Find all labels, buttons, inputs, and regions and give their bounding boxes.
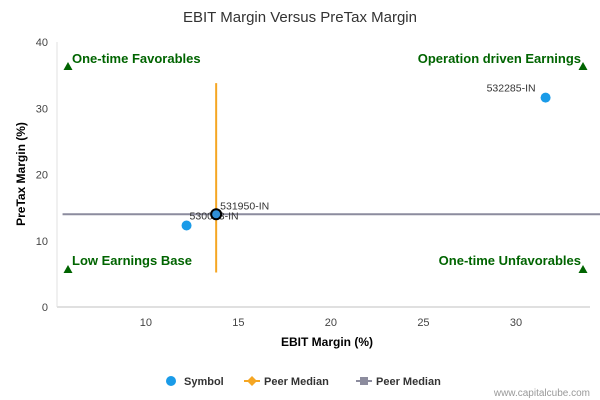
y-tick-label: 30 [36, 103, 48, 115]
data-point-label: 532285-IN [487, 83, 536, 95]
y-tick-label: 10 [36, 236, 48, 248]
y-tick-labels: 0 10 20 30 40 [36, 37, 48, 314]
y-tick-label: 40 [36, 37, 48, 49]
x-tick-label: 25 [417, 317, 429, 329]
data-point-label: 531950-IN [220, 200, 269, 212]
y-tick-label: 20 [36, 170, 48, 182]
legend: Symbol Peer Median Peer Median [166, 376, 441, 388]
quadrant-label-bottom-left: Low Earnings Base [72, 253, 192, 268]
legend-item-label[interactable]: Symbol [184, 376, 224, 388]
legend-diamond-icon [247, 376, 257, 386]
quadrant-label-bottom-right: One-time Unfavorables [439, 253, 581, 268]
quadrant-markers [63, 62, 588, 273]
legend-symbol-icon [166, 376, 176, 386]
x-tick-labels: 10 15 20 25 30 [140, 317, 522, 329]
x-tick-label: 20 [325, 317, 337, 329]
quadrant-marker-bottom-left-icon [63, 265, 73, 273]
y-axis-title: PreTax Margin (%) [14, 122, 28, 226]
x-tick-label: 10 [140, 317, 152, 329]
x-axis-title: EBIT Margin (%) [281, 335, 373, 349]
quadrant-marker-bottom-right-icon [578, 265, 588, 273]
x-tick-label: 30 [510, 317, 522, 329]
data-point[interactable] [540, 92, 551, 103]
chart-title: EBIT Margin Versus PreTax Margin [183, 9, 417, 26]
x-tick-label: 15 [232, 317, 244, 329]
y-tick-label: 0 [42, 302, 48, 314]
quadrant-marker-top-left-icon [63, 62, 73, 70]
quadrant-label-top-left: One-time Favorables [72, 51, 201, 66]
legend-item-label[interactable]: Peer Median [264, 376, 329, 388]
data-point[interactable] [181, 220, 192, 231]
peer-median-lines [62, 83, 600, 273]
quadrant-label-top-right: Operation driven Earnings [418, 51, 581, 66]
axes [56, 42, 590, 308]
source-credit: www.capitalcube.com [493, 388, 590, 399]
data-point[interactable] [210, 208, 223, 221]
quadrant-marker-top-right-icon [578, 62, 588, 70]
legend-square-icon [360, 377, 368, 385]
legend-item-label[interactable]: Peer Median [376, 376, 441, 388]
